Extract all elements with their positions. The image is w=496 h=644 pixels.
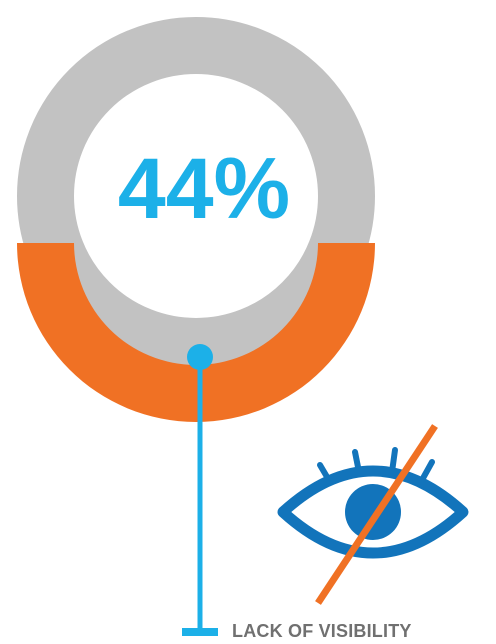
caption-label: LACK OF VISIBILITY [232, 621, 412, 641]
percent-value: 44% [118, 141, 290, 237]
ring-fill-segment [17, 243, 375, 422]
connector-line [182, 344, 218, 636]
eye-crossed-out-icon [277, 424, 469, 605]
slash-line [315, 424, 438, 605]
